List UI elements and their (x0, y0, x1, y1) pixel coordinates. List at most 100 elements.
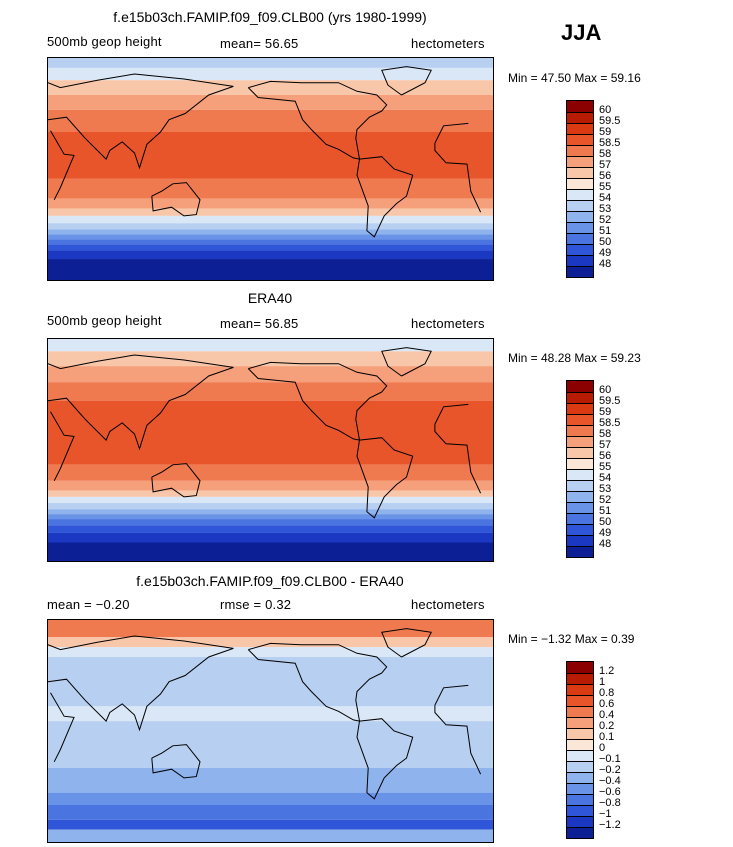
colorbar-box (567, 266, 593, 277)
colorbar-box (567, 717, 593, 728)
contour-band (48, 259, 493, 280)
colorbar-box (567, 436, 593, 447)
colorbar-box (567, 546, 593, 557)
contour-band (48, 208, 493, 216)
colorbar-box (567, 123, 593, 134)
colorbar-tick-label: 52 (599, 494, 612, 506)
panel-title: f.e15b03ch.FAMIP.f09_f09.CLB00 (yrs 1980… (113, 9, 427, 25)
contour-band (48, 519, 493, 526)
colorbar-tick-label: 55 (599, 461, 612, 473)
contour-band (48, 234, 493, 240)
colorbar-box (567, 706, 593, 717)
colorbar-box (567, 469, 593, 480)
season-label: JJA (561, 20, 602, 45)
contour-band (48, 792, 493, 805)
contour-band (48, 215, 493, 224)
colorbar-box (567, 178, 593, 189)
colorbar-box (567, 673, 593, 684)
contour-band (48, 80, 493, 95)
coastline (356, 718, 414, 800)
colorbar-tick-label: 48 (599, 538, 612, 550)
coastline (381, 66, 432, 96)
contour-band (48, 721, 493, 768)
coastline (381, 347, 432, 377)
coastline (247, 361, 388, 441)
coastline (48, 635, 234, 732)
map-svg (48, 620, 493, 842)
colorbar-box (567, 662, 593, 673)
colorbar-tick-label: −0.2 (599, 764, 621, 776)
contour-band (48, 768, 493, 793)
colorbar-box (567, 739, 593, 750)
colorbar-tick-label: 1 (599, 676, 606, 688)
colorbar-box (567, 480, 593, 491)
contour-band (48, 805, 493, 820)
contour-band (48, 132, 493, 179)
colorbar-tick-label: 0.6 (599, 698, 615, 710)
colorbar-box (567, 189, 593, 200)
colorbar-tick-label: −0.1 (599, 753, 621, 765)
colorbar-box (567, 458, 593, 469)
contour-band (48, 464, 493, 481)
colorbar-tick-label: −0.4 (599, 775, 621, 787)
colorbar-box (567, 134, 593, 145)
colorbar-box (567, 695, 593, 706)
colorbar-box (567, 728, 593, 739)
colorbar-box (567, 167, 593, 178)
contour-band (48, 58, 493, 68)
colorbar-box (567, 425, 593, 436)
contour-band (48, 706, 493, 722)
contour-band (48, 657, 493, 707)
coastline (381, 628, 432, 658)
contour-band (48, 496, 493, 504)
contour-band (48, 647, 493, 657)
coastline (434, 143, 482, 213)
colorbar-tick-label: 56 (599, 450, 612, 462)
coastline (434, 403, 469, 425)
colorbar-tick-label: 50 (599, 236, 612, 248)
map-svg (48, 58, 493, 280)
contour-band (48, 109, 493, 132)
contour-band (48, 178, 493, 199)
contour-band (48, 250, 493, 260)
colorbar-tick-label: 0.1 (599, 731, 615, 743)
colorbar-box (567, 684, 593, 695)
coastline (434, 424, 482, 494)
colorbar-box (567, 816, 593, 827)
colorbar-box (567, 101, 593, 112)
coastline (151, 744, 201, 779)
colorbar-box (567, 145, 593, 156)
coastline (434, 684, 469, 706)
colorbar-tick-label: 56 (599, 170, 612, 182)
colorbar-tick-label: 51 (599, 505, 612, 517)
contour-band (48, 229, 493, 235)
contour-band (48, 198, 493, 209)
colorbar-box (567, 750, 593, 761)
colorbar-tick-label: −0.6 (599, 786, 621, 798)
colorbar-tick-label: 58.5 (599, 417, 621, 429)
colorbar-tick-label: 57 (599, 439, 612, 451)
colorbar-box (567, 535, 593, 546)
coastline (247, 642, 388, 722)
colorbar (566, 380, 594, 558)
colorbar-tick-label: 54 (599, 192, 612, 204)
colorbar-tick-label: 51 (599, 225, 612, 237)
colorbar-tick-label: 60 (599, 104, 612, 116)
colorbar-box (567, 524, 593, 535)
colorbar-box (567, 211, 593, 222)
coastline (356, 156, 414, 238)
units-label: hectometers (411, 316, 485, 331)
panel-title: f.e15b03ch.FAMIP.f09_f09.CLB00 - ERA40 (136, 573, 404, 589)
colorbar-tick-label: 1.2 (599, 665, 615, 677)
contour-band (48, 819, 493, 830)
contour-band (48, 382, 493, 401)
min-max-label: Min = 47.50 Max = 59.16 (508, 71, 641, 85)
contour-band (48, 480, 493, 491)
colorbar (566, 100, 594, 278)
coastline (50, 411, 75, 482)
colorbar-box (567, 805, 593, 816)
contour-band (48, 351, 493, 367)
contour-band (48, 339, 493, 352)
colorbar-box (567, 794, 593, 805)
mean-label: mean= 56.65 (220, 36, 299, 51)
